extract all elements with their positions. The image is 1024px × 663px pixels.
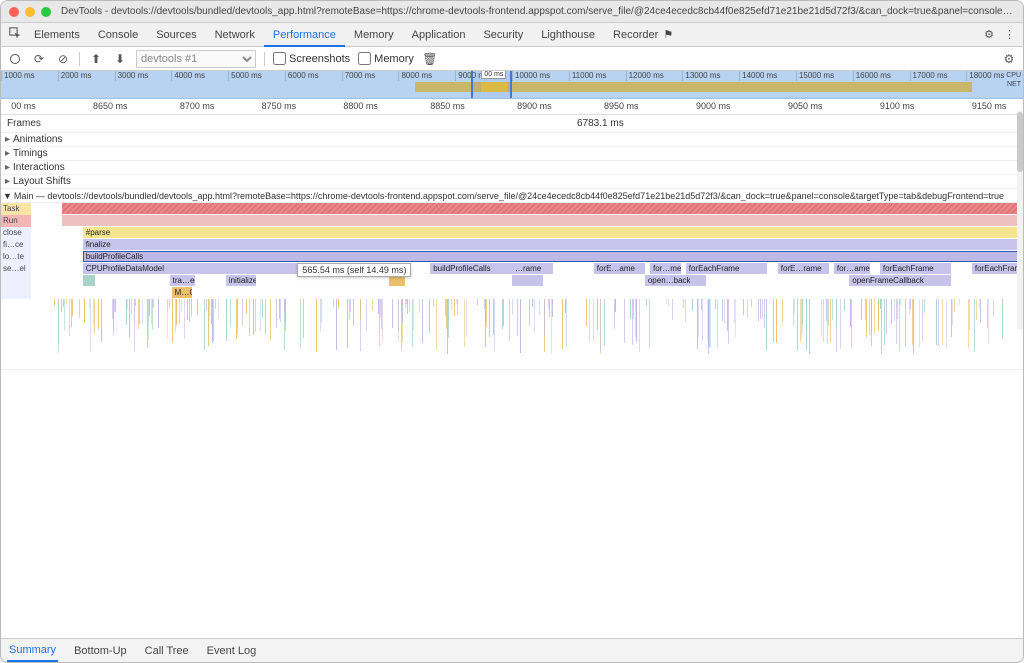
caret-right-icon: ▸ bbox=[5, 176, 13, 187]
flame-gutter bbox=[1, 287, 31, 299]
perf-toolbar: ⟳ ⊘ ⬆ ⬇ devtools #1 Screenshots Memory 🗑… bbox=[1, 47, 1023, 71]
tab-recorder[interactable]: Recorder ⚑ bbox=[604, 23, 682, 47]
caret-right-icon: ▸ bbox=[5, 134, 13, 145]
caret-right-icon: ▸ bbox=[5, 148, 13, 159]
flame-bar[interactable] bbox=[512, 275, 543, 286]
tab-network[interactable]: Network bbox=[206, 23, 264, 47]
flame-gutter: close bbox=[1, 227, 31, 239]
save-profile-icon[interactable]: ⬇ bbox=[112, 51, 128, 67]
window-title: DevTools - devtools://devtools/bundled/d… bbox=[61, 6, 1015, 17]
flame-bar[interactable] bbox=[62, 215, 1023, 226]
track-interactions[interactable]: ▸ Interactions bbox=[1, 161, 1023, 175]
flame-bar[interactable]: buildProfileCalls bbox=[83, 251, 1023, 262]
zoom-window-icon[interactable] bbox=[41, 7, 51, 17]
time-ruler[interactable]: 00 ms8650 ms8700 ms8750 ms8800 ms8850 ms… bbox=[1, 99, 1023, 115]
details-pane bbox=[1, 370, 1023, 638]
inspect-element-icon[interactable] bbox=[5, 27, 25, 43]
flame-tooltip: 565.54 ms (self 14.49 ms) bbox=[297, 263, 411, 277]
tab-sources[interactable]: Sources bbox=[147, 23, 205, 47]
flame-bar[interactable]: CPUProfileDataModel bbox=[83, 263, 298, 274]
flame-bar[interactable]: forEachFrame bbox=[972, 263, 1023, 274]
flame-bar[interactable]: for…ame bbox=[834, 263, 870, 274]
capture-settings-icon[interactable]: ⚙ bbox=[1001, 51, 1017, 67]
reload-record-button[interactable]: ⟳ bbox=[31, 51, 47, 67]
collect-garbage-icon[interactable]: 🗑 bbox=[422, 51, 438, 67]
flame-bar[interactable]: initialize bbox=[226, 275, 257, 286]
tab-lighthouse[interactable]: Lighthouse bbox=[532, 23, 604, 47]
main-thread-header[interactable]: ▼ Main — devtools://devtools/bundled/dev… bbox=[1, 189, 1023, 203]
traffic-lights bbox=[9, 7, 51, 17]
flame-gutter: Task bbox=[1, 203, 31, 215]
flame-bar[interactable]: finalize bbox=[83, 239, 1023, 250]
scrollbar[interactable] bbox=[1017, 110, 1023, 330]
flame-bar[interactable] bbox=[62, 203, 1023, 214]
tab-performance[interactable]: Performance bbox=[264, 23, 345, 47]
timeline-overview[interactable]: 1000 ms2000 ms3000 ms4000 ms5000 ms6000 … bbox=[1, 71, 1023, 99]
flame-bar[interactable]: buildProfileCalls bbox=[430, 263, 512, 274]
flame-bar[interactable]: …rame bbox=[512, 263, 553, 274]
minimize-window-icon[interactable] bbox=[25, 7, 35, 17]
overview-lane-labels: CPU NET bbox=[1006, 71, 1021, 89]
record-button[interactable] bbox=[7, 51, 23, 67]
flame-bar[interactable]: forEachFrame bbox=[686, 263, 768, 274]
tab-elements[interactable]: Elements bbox=[25, 23, 89, 47]
flame-chart[interactable]: TaskRun Microtasksclose #parse fi…ce finali… bbox=[1, 203, 1023, 370]
tab-security[interactable]: Security bbox=[474, 23, 532, 47]
frames-track[interactable]: Frames 6783.1 ms bbox=[1, 115, 1023, 133]
memory-checkbox[interactable]: Memory bbox=[358, 52, 414, 65]
flame-bar[interactable]: for…me bbox=[650, 263, 681, 274]
flame-bar[interactable] bbox=[83, 275, 95, 286]
flame-bar[interactable]: tra…ee bbox=[170, 275, 196, 286]
clear-button[interactable]: ⊘ bbox=[55, 51, 71, 67]
screenshots-checkbox[interactable]: Screenshots bbox=[273, 52, 350, 65]
flame-gutter bbox=[1, 275, 31, 287]
flame-gutter: lo…te bbox=[1, 251, 31, 263]
flame-bar[interactable]: open…back bbox=[645, 275, 706, 286]
flame-bar[interactable]: M…C bbox=[172, 287, 192, 298]
flame-bar[interactable]: forE…ame bbox=[594, 263, 645, 274]
details-tab-summary[interactable]: Summary bbox=[7, 640, 58, 662]
flame-bar[interactable]: forE…rame bbox=[778, 263, 829, 274]
details-tab-event-log[interactable]: Event Log bbox=[205, 641, 259, 661]
profile-select[interactable]: devtools #1 bbox=[136, 50, 256, 68]
details-tab-bottom-up[interactable]: Bottom-Up bbox=[72, 641, 129, 661]
tab-console[interactable]: Console bbox=[89, 23, 147, 47]
panel-tabbar: ElementsConsoleSourcesNetworkPerformance… bbox=[1, 23, 1023, 47]
caret-right-icon: ▸ bbox=[5, 162, 13, 173]
load-profile-icon[interactable]: ⬆ bbox=[88, 51, 104, 67]
track-animations[interactable]: ▸ Animations bbox=[1, 133, 1023, 147]
flame-bar[interactable]: openFrameCallback bbox=[849, 275, 951, 286]
flame-bar[interactable]: #parse bbox=[83, 227, 1023, 238]
flame-gutter: fi…ce bbox=[1, 239, 31, 251]
details-tab-call-tree[interactable]: Call Tree bbox=[143, 641, 191, 661]
flame-gutter: Run Microtasks bbox=[1, 215, 31, 227]
settings-icon[interactable]: ⚙ bbox=[984, 28, 994, 41]
details-tabbar: Summary Bottom-Up Call Tree Event Log bbox=[1, 638, 1023, 662]
flame-gutter: se…el bbox=[1, 263, 31, 275]
tab-memory[interactable]: Memory bbox=[345, 23, 403, 47]
track-timings[interactable]: ▸ Timings bbox=[1, 147, 1023, 161]
flame-bar[interactable]: forEachFrame bbox=[880, 263, 952, 274]
titlebar: DevTools - devtools://devtools/bundled/d… bbox=[1, 1, 1023, 23]
devtools-window: DevTools - devtools://devtools/bundled/d… bbox=[0, 0, 1024, 663]
close-window-icon[interactable] bbox=[9, 7, 19, 17]
caret-down-icon: ▼ bbox=[3, 191, 12, 201]
tab-application[interactable]: Application bbox=[403, 23, 475, 47]
track-layout-shifts[interactable]: ▸ Layout Shifts bbox=[1, 175, 1023, 189]
more-icon[interactable]: ⋮ bbox=[1004, 28, 1015, 41]
